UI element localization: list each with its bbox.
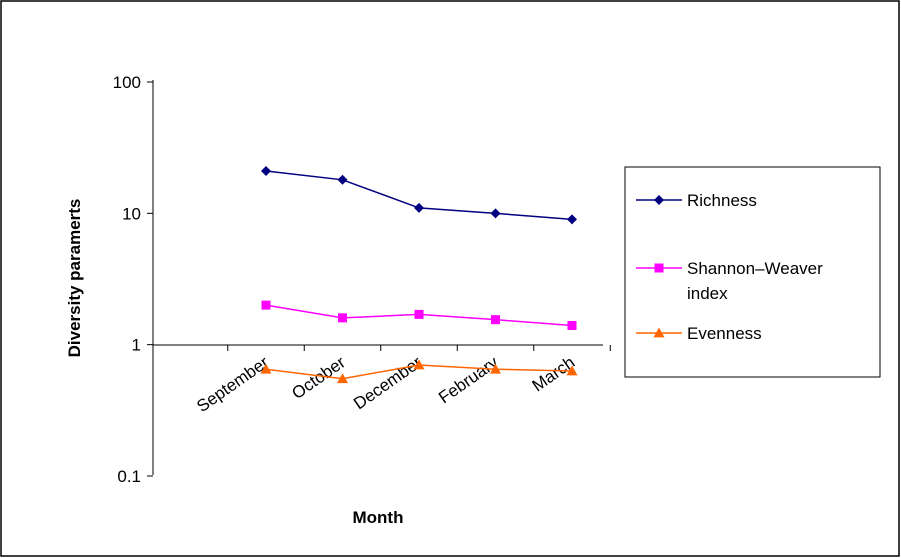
y-tick-label: 1 bbox=[132, 336, 141, 355]
legend-box bbox=[624, 166, 881, 378]
y-tick-label: 0.1 bbox=[117, 467, 141, 486]
data-point bbox=[337, 174, 348, 185]
x-ticks bbox=[227, 345, 611, 351]
series-evenness bbox=[260, 359, 578, 384]
data-point bbox=[260, 363, 272, 374]
data-point bbox=[566, 365, 578, 376]
series-richness bbox=[261, 166, 577, 225]
y-axis-title: Diversity paramerts bbox=[65, 199, 84, 358]
data-point bbox=[567, 214, 577, 225]
legend-label: Evenness bbox=[687, 324, 762, 343]
data-point bbox=[491, 315, 500, 325]
data-point bbox=[490, 363, 501, 374]
data-point bbox=[567, 320, 577, 330]
data-point bbox=[261, 300, 271, 310]
y-tick-labels: 0.1 1 10 100 bbox=[113, 73, 141, 486]
legend-item-richness: Richness bbox=[636, 191, 757, 210]
data-point bbox=[337, 373, 348, 384]
legend-swatch-marker bbox=[654, 195, 664, 205]
legend-item-evenness: Evenness bbox=[636, 324, 762, 343]
legend-swatch-marker bbox=[653, 327, 665, 338]
data-point bbox=[338, 313, 347, 323]
x-axis-title: Month bbox=[353, 508, 404, 527]
legend: Richness Shannon–Weaver index Evenness bbox=[624, 166, 881, 378]
legend-label: Shannon–Weaver bbox=[687, 259, 823, 278]
data-point bbox=[413, 359, 425, 370]
legend-label: Richness bbox=[687, 191, 757, 210]
data-point bbox=[414, 309, 424, 319]
series-shannon-weaver-index bbox=[261, 300, 577, 330]
legend-item-shannon-weaver-index: Shannon–Weaver index bbox=[636, 259, 823, 303]
y-ticks bbox=[147, 81, 153, 477]
y-tick-label: 10 bbox=[122, 204, 141, 223]
data-point bbox=[490, 208, 501, 219]
data-point bbox=[261, 166, 271, 177]
y-tick-label: 100 bbox=[113, 73, 141, 92]
legend-swatch-marker bbox=[654, 263, 664, 273]
data-point bbox=[414, 202, 424, 213]
legend-items: Richness Shannon–Weaver index Evenness bbox=[636, 191, 823, 343]
plot-series bbox=[260, 166, 578, 384]
legend-label: index bbox=[687, 284, 728, 303]
